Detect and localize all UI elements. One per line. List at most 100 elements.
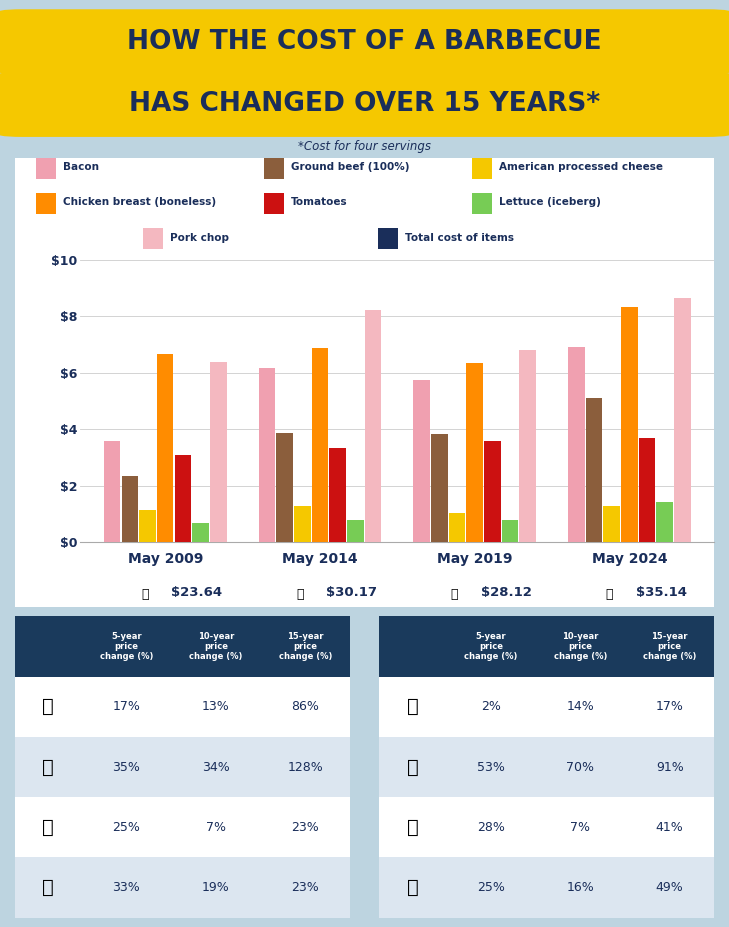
- FancyBboxPatch shape: [379, 737, 714, 797]
- Text: 33%: 33%: [112, 881, 140, 895]
- Text: 13%: 13%: [202, 700, 230, 714]
- Text: 🥓: 🥓: [42, 697, 54, 717]
- FancyBboxPatch shape: [472, 193, 492, 214]
- Text: 25%: 25%: [112, 820, 140, 834]
- Text: 💰: 💰: [407, 878, 418, 897]
- Text: American processed cheese: American processed cheese: [499, 162, 663, 172]
- Text: 34%: 34%: [202, 760, 230, 774]
- Text: 41%: 41%: [656, 820, 684, 834]
- FancyBboxPatch shape: [378, 228, 398, 249]
- Text: 19%: 19%: [202, 881, 230, 895]
- FancyBboxPatch shape: [15, 677, 350, 737]
- Bar: [657, 502, 673, 542]
- Text: May 2009: May 2009: [128, 552, 203, 565]
- Text: 128%: 128%: [287, 760, 323, 774]
- FancyBboxPatch shape: [0, 9, 729, 74]
- Text: 16%: 16%: [566, 881, 594, 895]
- Text: Lettuce (iceberg): Lettuce (iceberg): [499, 197, 601, 208]
- Text: 28%: 28%: [477, 820, 504, 834]
- Text: 💰: 💰: [141, 588, 149, 601]
- Text: May 2019: May 2019: [437, 552, 512, 565]
- Bar: [413, 380, 430, 542]
- Text: 35%: 35%: [112, 760, 140, 774]
- Text: 🍅: 🍅: [407, 697, 418, 717]
- Text: Tomatoes: Tomatoes: [291, 197, 347, 208]
- FancyBboxPatch shape: [15, 737, 350, 797]
- Bar: [639, 438, 655, 542]
- Text: *Cost for four servings: *Cost for four servings: [298, 139, 431, 153]
- Text: 7%: 7%: [570, 820, 590, 834]
- Text: 15-year
price
change (%): 15-year price change (%): [643, 631, 696, 662]
- Text: $30.17: $30.17: [326, 587, 377, 600]
- Bar: [467, 362, 483, 542]
- Text: 5-year
price
change (%): 5-year price change (%): [100, 631, 153, 662]
- Bar: [122, 476, 138, 542]
- Text: 5-year
price
change (%): 5-year price change (%): [464, 631, 518, 662]
- Text: 2%: 2%: [481, 700, 501, 714]
- Bar: [431, 434, 448, 542]
- Text: 17%: 17%: [112, 700, 140, 714]
- Text: Chicken breast (boneless): Chicken breast (boneless): [63, 197, 216, 208]
- Bar: [312, 348, 328, 542]
- Text: 70%: 70%: [566, 760, 594, 774]
- Bar: [259, 368, 275, 542]
- Bar: [604, 505, 620, 542]
- Bar: [568, 348, 585, 542]
- FancyBboxPatch shape: [15, 857, 350, 918]
- Text: 86%: 86%: [292, 700, 319, 714]
- Text: 🥩: 🥩: [407, 818, 418, 837]
- Text: 15-year
price
change (%): 15-year price change (%): [278, 631, 332, 662]
- Text: 17%: 17%: [656, 700, 684, 714]
- Bar: [449, 514, 465, 542]
- FancyBboxPatch shape: [379, 857, 714, 918]
- Bar: [294, 506, 311, 542]
- Bar: [484, 441, 501, 542]
- Text: May 2014: May 2014: [282, 552, 358, 565]
- Bar: [276, 433, 293, 542]
- Text: 91%: 91%: [656, 760, 684, 774]
- Bar: [210, 362, 227, 542]
- Text: Ground beef (100%): Ground beef (100%): [291, 162, 409, 172]
- Text: 🧀: 🧀: [42, 818, 54, 837]
- FancyBboxPatch shape: [36, 193, 56, 214]
- Bar: [621, 307, 638, 542]
- FancyBboxPatch shape: [373, 610, 721, 923]
- Bar: [364, 310, 381, 542]
- Text: HOW THE COST OF A BARBECUE: HOW THE COST OF A BARBECUE: [127, 29, 602, 55]
- Text: 🍗: 🍗: [42, 878, 54, 897]
- Text: 🍔: 🍔: [42, 757, 54, 777]
- Bar: [502, 520, 518, 542]
- FancyBboxPatch shape: [0, 72, 729, 137]
- Text: $28.12: $28.12: [481, 587, 531, 600]
- Text: Bacon: Bacon: [63, 162, 98, 172]
- Text: 10-year
price
change (%): 10-year price change (%): [189, 631, 243, 662]
- Bar: [192, 523, 208, 542]
- Text: 💰: 💰: [451, 588, 459, 601]
- Text: 49%: 49%: [656, 881, 684, 895]
- Text: 53%: 53%: [477, 760, 504, 774]
- FancyBboxPatch shape: [15, 797, 350, 857]
- Text: 7%: 7%: [206, 820, 226, 834]
- FancyBboxPatch shape: [8, 610, 356, 923]
- Bar: [175, 454, 191, 542]
- Text: May 2024: May 2024: [591, 552, 667, 565]
- Text: 10-year
price
change (%): 10-year price change (%): [553, 631, 607, 662]
- Bar: [139, 510, 156, 542]
- FancyBboxPatch shape: [472, 158, 492, 179]
- Bar: [586, 398, 602, 542]
- FancyBboxPatch shape: [379, 677, 714, 737]
- Text: $23.64: $23.64: [171, 587, 222, 600]
- FancyBboxPatch shape: [143, 228, 163, 249]
- FancyBboxPatch shape: [264, 193, 284, 214]
- FancyBboxPatch shape: [36, 158, 56, 179]
- Text: 23%: 23%: [292, 881, 319, 895]
- Text: 14%: 14%: [566, 700, 594, 714]
- Text: $35.14: $35.14: [636, 587, 687, 600]
- Bar: [520, 350, 536, 542]
- FancyBboxPatch shape: [379, 797, 714, 857]
- Text: 💰: 💰: [296, 588, 303, 601]
- Text: 🥬: 🥬: [407, 757, 418, 777]
- Text: Pork chop: Pork chop: [170, 233, 229, 243]
- Bar: [674, 298, 690, 542]
- Text: HAS CHANGED OVER 15 YEARS*: HAS CHANGED OVER 15 YEARS*: [129, 92, 600, 118]
